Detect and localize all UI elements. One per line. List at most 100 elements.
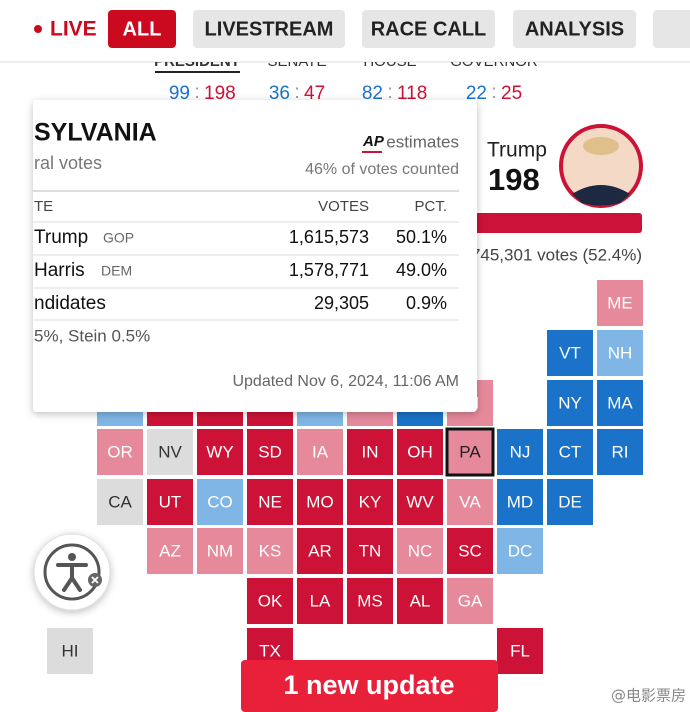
tile: [497, 528, 543, 574]
trump-photo-hair: [583, 137, 619, 155]
tile-label: FL: [510, 641, 530, 660]
source-note: estimates: [386, 132, 459, 151]
state-tile[interactable]: VT: [547, 330, 593, 376]
dem-count: 82: [362, 83, 383, 104]
tile-label: TX: [259, 641, 281, 660]
state-tile[interactable]: NE: [247, 479, 293, 525]
tile-label: AR: [308, 541, 332, 560]
race-tabs: PRESIDENT99:198SENATE36:47HOUSE82:118GOV…: [154, 53, 538, 104]
state-tile[interactable]: OH: [397, 429, 443, 475]
tile-label: AZ: [159, 541, 181, 560]
tile-label: CO: [207, 492, 233, 511]
state-tile[interactable]: CA: [97, 479, 143, 525]
gop-count: 25: [501, 83, 522, 104]
nav-pill: [108, 10, 176, 48]
tile: [147, 479, 193, 525]
state-tile[interactable]: DE: [547, 479, 593, 525]
state-tile[interactable]: SC: [447, 528, 493, 574]
tile: [147, 429, 193, 475]
a11y-x: [91, 576, 99, 584]
dem-count: 22: [466, 83, 487, 104]
state-tile[interactable]: AL: [397, 578, 443, 624]
state-tile[interactable]: OK: [247, 578, 293, 624]
nav-tab-label: RACE CALL: [371, 18, 487, 40]
live-dot: [34, 25, 42, 33]
tile: [547, 479, 593, 525]
state-tile[interactable]: IA: [297, 429, 343, 475]
tile: [397, 528, 443, 574]
state-tile[interactable]: ME: [597, 280, 643, 326]
a11y-body: [56, 563, 88, 592]
popup-subtitle: ral votes: [34, 153, 102, 173]
state-tile[interactable]: NJ: [497, 429, 543, 475]
trump-photo-ring: [559, 124, 643, 208]
tile-label: LA: [310, 591, 331, 610]
update-button[interactable]: 1 new update: [241, 660, 498, 712]
state-tile[interactable]: DC: [497, 528, 543, 574]
state-tile[interactable]: FL: [497, 628, 543, 674]
tile: [497, 628, 543, 674]
vote-pct: 49.0%: [396, 260, 447, 280]
state-tile[interactable]: TN: [347, 528, 393, 574]
nav-tab-label: ALL: [123, 18, 162, 40]
overlay: 1 new update @电影票房: [33, 533, 686, 712]
state-tile[interactable]: NC: [397, 528, 443, 574]
state-tile[interactable]: AZ: [147, 528, 193, 574]
tile-label: SD: [258, 442, 282, 461]
race-tab-label: PRESIDENT: [154, 53, 240, 70]
tile-label: HI: [62, 641, 79, 660]
state-tile[interactable]: NY: [547, 380, 593, 426]
tile-label: WY: [206, 442, 233, 461]
tile: [197, 528, 243, 574]
candidate-name: Harris: [34, 260, 85, 281]
state-tile[interactable]: NH: [597, 330, 643, 376]
state-tile[interactable]: WV: [397, 479, 443, 525]
other-candidates: 5%, Stein 0.5%: [34, 326, 150, 345]
nav-tab[interactable]: ANALYSIS: [513, 10, 636, 48]
tile-label: OH: [407, 442, 433, 461]
tile: [547, 429, 593, 475]
state-tile[interactable]: UT: [147, 479, 193, 525]
tile: [597, 330, 643, 376]
state-tile[interactable]: KS: [247, 528, 293, 574]
tile: [197, 429, 243, 475]
state-tile[interactable]: WY: [197, 429, 243, 475]
state-tile[interactable]: IN: [347, 429, 393, 475]
tile-label: GA: [458, 591, 483, 610]
state-tile[interactable]: CT: [547, 429, 593, 475]
state-tile[interactable]: SD: [247, 429, 293, 475]
state-tile[interactable]: MS: [347, 578, 393, 624]
state-tile[interactable]: MA: [597, 380, 643, 426]
trump-photo-suit: [572, 185, 630, 206]
state-tile[interactable]: GA: [447, 578, 493, 624]
state-tile[interactable]: AR: [297, 528, 343, 574]
tile-label: WV: [406, 492, 434, 511]
state-tile[interactable]: LA: [297, 578, 343, 624]
state-tile[interactable]: NV: [147, 429, 193, 475]
state-tile[interactable]: OR: [97, 429, 143, 475]
race-tab-label: GOVERNOR: [450, 53, 538, 70]
tile-label: TN: [359, 541, 382, 560]
nav-tab[interactable]: RACE CALL: [362, 10, 495, 48]
accessibility-button[interactable]: [33, 533, 111, 611]
nav-tab[interactable]: ALL: [108, 10, 176, 48]
state-tile[interactable]: MO: [297, 479, 343, 525]
dem-count: 36: [269, 83, 290, 104]
state-tile[interactable]: VA: [447, 479, 493, 525]
state-tile[interactable]: NM: [197, 528, 243, 574]
race-tab[interactable]: SENATE 36:47: [268, 53, 327, 104]
state-tile[interactable]: PA: [445, 427, 495, 477]
state-tile[interactable]: MD: [497, 479, 543, 525]
tile-label: OK: [258, 591, 283, 610]
race-tab[interactable]: HOUSE 82:118: [362, 53, 427, 104]
race-tab-label: SENATE: [268, 53, 327, 70]
state-tile[interactable]: CO: [197, 479, 243, 525]
race-tab[interactable]: GOVERNOR 22:25: [450, 53, 538, 104]
race-tab[interactable]: PRESIDENT 99:198: [154, 53, 240, 104]
state-tile[interactable]: RI: [597, 429, 643, 475]
state-tile[interactable]: KY: [347, 479, 393, 525]
state-tile[interactable]: HI: [47, 628, 93, 674]
tile-label: OR: [107, 442, 133, 461]
nav-tab[interactable]: LIVESTREAM: [193, 10, 345, 48]
